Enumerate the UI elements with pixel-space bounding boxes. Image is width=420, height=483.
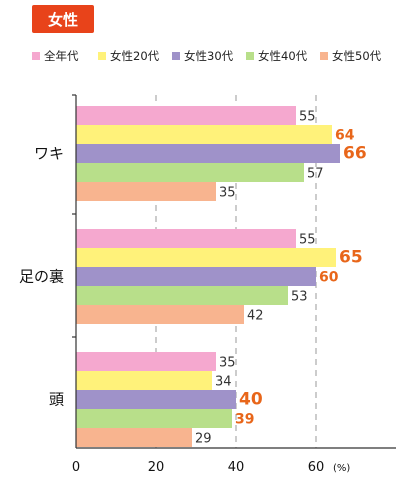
tick-labels: 0 20 40 60 <box>72 460 324 475</box>
bar <box>76 267 316 286</box>
bar <box>76 125 332 144</box>
data-label: 64 <box>335 128 355 144</box>
data-label: 40 <box>239 390 263 410</box>
unit-label: (%) <box>333 463 350 474</box>
data-label: 29 <box>195 432 212 447</box>
category-label: 足の裏 <box>19 268 64 286</box>
data-label: 34 <box>215 375 232 390</box>
data-label: 57 <box>307 167 324 182</box>
bar <box>76 428 192 447</box>
legend-swatch <box>32 52 40 60</box>
bar <box>76 390 236 409</box>
bar <box>76 163 304 182</box>
badge-label: 女性 <box>48 11 78 29</box>
legend-item: 女性40代 <box>246 49 308 63</box>
bar <box>76 106 296 125</box>
category-label: ワキ <box>34 145 64 163</box>
bar <box>76 248 336 267</box>
legend-label: 女性20代 <box>110 49 160 63</box>
badge-background <box>32 5 94 33</box>
bar <box>76 371 212 390</box>
data-label: 53 <box>291 290 308 305</box>
data-label: 35 <box>219 356 236 371</box>
bar <box>76 409 232 428</box>
bar <box>76 305 244 324</box>
legend-swatch <box>98 52 106 60</box>
data-label: 35 <box>219 186 236 201</box>
legend-label: 女性40代 <box>258 49 308 63</box>
x-tick-label: 40 <box>228 460 245 475</box>
x-tick-label: 60 <box>308 460 325 475</box>
x-tick-label: 0 <box>72 460 80 475</box>
data-label: 65 <box>339 248 363 268</box>
bars <box>76 106 340 447</box>
bar <box>76 229 296 248</box>
legend-label: 女性30代 <box>184 49 234 63</box>
legend-swatch <box>320 52 328 60</box>
bar <box>76 144 340 163</box>
legend-swatch <box>246 52 254 60</box>
legend-swatch <box>172 52 180 60</box>
legend-label: 全年代 <box>44 49 79 63</box>
data-label: 55 <box>299 233 316 248</box>
legend: 全年代 女性20代 女性30代 女性40代 女性50代 <box>32 49 382 63</box>
legend-item: 女性20代 <box>98 49 160 63</box>
legend-item: 女性50代 <box>320 49 382 63</box>
x-tick-label: 20 <box>148 460 165 475</box>
badge: 女性 <box>32 5 94 33</box>
data-label: 42 <box>247 309 264 324</box>
legend-label: 女性50代 <box>332 49 382 63</box>
axes <box>72 94 396 449</box>
data-label: 55 <box>299 110 316 125</box>
data-label: 66 <box>343 144 367 164</box>
bar <box>76 286 288 305</box>
data-label: 39 <box>235 412 254 428</box>
legend-item: 女性30代 <box>172 49 234 63</box>
category-label: 頭 <box>49 391 64 409</box>
bar <box>76 352 216 371</box>
legend-item: 全年代 <box>32 49 79 63</box>
bar <box>76 182 216 201</box>
data-label: 60 <box>319 270 339 286</box>
